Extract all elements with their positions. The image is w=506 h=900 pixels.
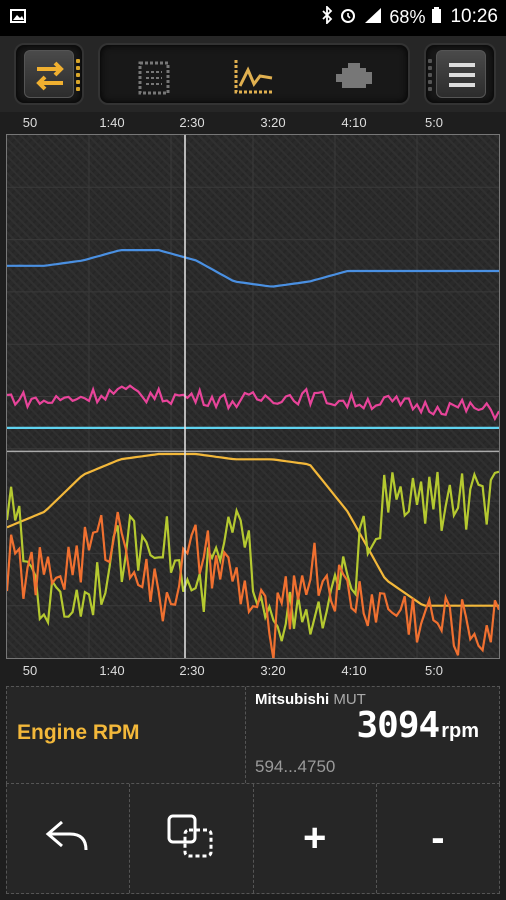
toolbar <box>0 36 506 112</box>
menu-button[interactable] <box>424 43 496 105</box>
time-axis-bottom: 50 1:40 2:30 3:20 4:10 5:0 <box>0 660 506 682</box>
battery-percent: 68% <box>389 6 426 27</box>
current-value: 3094 <box>356 705 441 746</box>
minus-label: - <box>431 816 445 860</box>
series-line <box>7 384 499 422</box>
time-tick: 50 <box>22 115 38 130</box>
parameter-name[interactable]: Engine RPM <box>17 721 140 744</box>
zoom-out-button[interactable]: - <box>377 784 499 893</box>
series-line <box>7 511 499 658</box>
value-range: 594...4750 <box>255 757 336 776</box>
battery-icon <box>431 6 442 28</box>
time-tick: 50 <box>22 663 38 678</box>
zoom-in-button[interactable]: + <box>254 784 377 893</box>
time-tick: 4:10 <box>341 115 367 130</box>
undo-button[interactable] <box>7 784 131 893</box>
indicator-lights-icon <box>76 59 80 93</box>
time-axis-top: 50 1:40 2:30 3:20 4:10 5:0 <box>0 112 506 134</box>
action-bar: + - <box>6 784 500 894</box>
undo-arrow-icon <box>44 816 92 861</box>
chart-svg <box>7 135 499 658</box>
swap-arrows-icon <box>24 50 74 98</box>
divider <box>245 687 246 783</box>
series-line <box>7 249 499 288</box>
ecu-protocol: MUT <box>333 691 366 708</box>
signal-icon <box>363 6 383 28</box>
view-switcher <box>98 43 410 105</box>
time-tick: 3:20 <box>260 115 286 130</box>
image-icon <box>10 8 26 29</box>
ecu-brand: Mitsubishi <box>255 691 330 708</box>
dashboard-icon[interactable] <box>130 56 178 98</box>
connection-button[interactable] <box>14 43 84 105</box>
graph-icon[interactable] <box>230 56 278 98</box>
bluetooth-icon <box>321 4 333 28</box>
value-readout: 3094 rpm <box>357 705 480 746</box>
status-bar: 68% 10:26 <box>0 0 506 36</box>
time-tick: 2:30 <box>179 663 205 678</box>
time-tick: 5:0 <box>424 663 444 678</box>
time-tick: 1:40 <box>99 115 125 130</box>
graph-area[interactable] <box>6 134 500 659</box>
parameter-info-panel[interactable]: Engine RPM Mitsubishi MUT 3094 rpm 594..… <box>6 686 500 784</box>
time-tick: 2:30 <box>179 115 205 130</box>
series-line <box>7 470 499 642</box>
alarm-icon <box>339 6 357 28</box>
value-unit: rpm <box>441 720 479 742</box>
time-tick: 5:0 <box>424 115 444 130</box>
series-line <box>7 452 499 607</box>
indicator-lights-icon <box>428 59 432 93</box>
time-tick: 3:20 <box>260 663 286 678</box>
plus-label: + <box>302 816 327 860</box>
engine-icon[interactable] <box>332 56 380 98</box>
clock: 10:26 <box>450 6 498 27</box>
time-tick: 1:40 <box>99 663 125 678</box>
overlay-button[interactable] <box>130 784 254 893</box>
overlay-squares-icon <box>165 812 217 865</box>
time-tick: 4:10 <box>341 663 367 678</box>
menu-icon <box>436 50 486 98</box>
ecu-label: Mitsubishi MUT <box>255 691 366 708</box>
